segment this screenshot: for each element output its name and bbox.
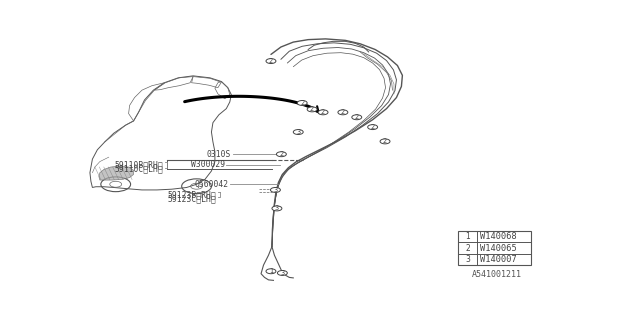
Text: 2: 2 <box>340 109 345 115</box>
Text: 2: 2 <box>355 114 359 120</box>
Text: 3: 3 <box>465 255 470 264</box>
Text: 59110C〈LH〉: 59110C〈LH〉 <box>115 164 163 173</box>
Text: 2: 2 <box>321 109 325 115</box>
Text: 59123B〈RH〉: 59123B〈RH〉 <box>168 190 216 199</box>
Text: 59110B〈RH〉: 59110B〈RH〉 <box>115 161 163 170</box>
FancyBboxPatch shape <box>458 231 531 265</box>
Text: 2: 2 <box>269 58 273 64</box>
Text: A541001211: A541001211 <box>472 270 522 279</box>
Text: 2: 2 <box>465 244 470 252</box>
Text: 1: 1 <box>269 268 273 274</box>
Circle shape <box>307 107 317 112</box>
Text: 2: 2 <box>310 106 314 112</box>
Circle shape <box>272 206 282 211</box>
Circle shape <box>338 110 348 115</box>
Circle shape <box>380 139 390 144</box>
Text: W140007: W140007 <box>480 255 516 264</box>
Text: 2: 2 <box>383 138 387 144</box>
Text: W140068: W140068 <box>480 232 516 241</box>
Circle shape <box>293 130 303 134</box>
Circle shape <box>277 270 287 276</box>
Text: 1: 1 <box>465 232 470 241</box>
Text: 0310S: 0310S <box>207 150 231 159</box>
Polygon shape <box>99 166 134 180</box>
Circle shape <box>318 110 328 115</box>
Circle shape <box>352 115 362 120</box>
Text: 3: 3 <box>273 187 278 193</box>
Text: 2: 2 <box>371 124 375 130</box>
Text: 2: 2 <box>279 151 284 157</box>
Circle shape <box>271 188 280 192</box>
Text: 3: 3 <box>296 129 300 135</box>
Circle shape <box>367 124 378 130</box>
Text: Q560042: Q560042 <box>194 180 228 189</box>
Circle shape <box>266 59 276 64</box>
Circle shape <box>276 152 286 157</box>
Text: 3: 3 <box>275 205 279 212</box>
Text: W300029: W300029 <box>191 160 225 169</box>
Circle shape <box>461 256 474 263</box>
Text: 3: 3 <box>280 270 284 276</box>
Circle shape <box>297 100 307 105</box>
Circle shape <box>266 269 276 274</box>
Circle shape <box>461 245 474 251</box>
Circle shape <box>461 234 474 240</box>
Text: 2: 2 <box>300 100 305 106</box>
Text: 59123C〈LH〉: 59123C〈LH〉 <box>168 194 216 203</box>
Text: W140065: W140065 <box>480 244 516 252</box>
